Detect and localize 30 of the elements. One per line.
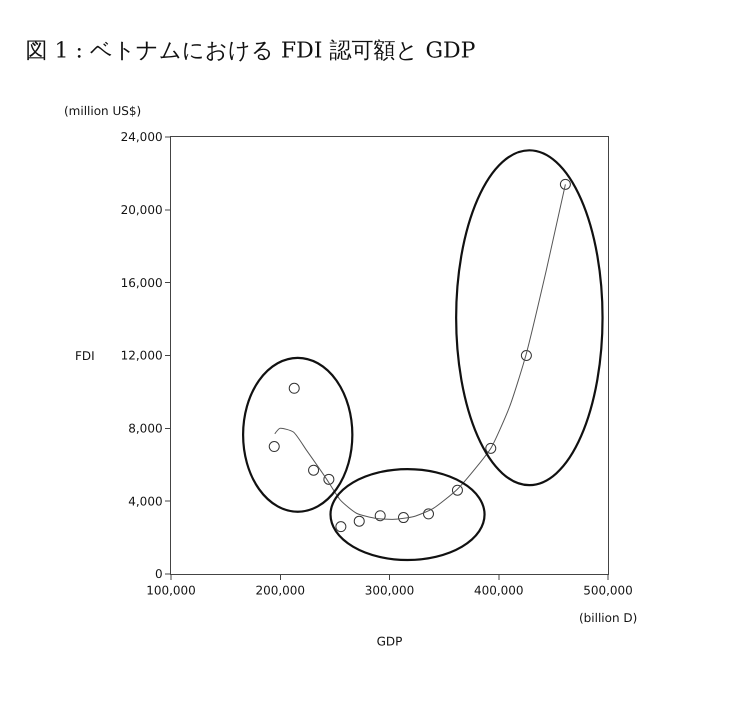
y-tick-label: 8,000 <box>128 422 163 436</box>
point <box>398 512 409 524</box>
x-tick-label: 400,000 <box>474 583 524 598</box>
point <box>560 178 571 190</box>
y-tick-label: 4,000 <box>128 494 163 508</box>
point <box>288 382 300 394</box>
x-tick-label: 200,000 <box>255 583 306 598</box>
chart-title: 図 1 : ベトナムにおける FDI 認可額と GDP <box>26 38 476 64</box>
point <box>335 521 346 532</box>
text: (billion D) <box>579 611 638 625</box>
point <box>520 350 532 361</box>
point <box>308 464 320 476</box>
x-tick-label: 100,000 <box>146 583 196 598</box>
y-tick-label: 0 <box>154 567 163 582</box>
y-tick-label: 16,000 <box>120 276 163 290</box>
point <box>374 510 386 522</box>
point <box>268 441 280 452</box>
text: (million US$) <box>64 104 142 118</box>
y-tick-label: 24,000 <box>120 130 163 144</box>
point <box>452 484 463 496</box>
x-tick-label: 500,000 <box>583 583 633 598</box>
point <box>354 516 365 527</box>
y-tick-label: 12,000 <box>120 348 163 363</box>
y-axis-title: FDI <box>75 349 95 363</box>
y-tick-label: 20,000 <box>120 203 163 218</box>
x-axis-title: GDP <box>376 634 402 648</box>
point <box>323 474 334 485</box>
point <box>423 508 434 520</box>
x-tick-label: 300,000 <box>364 583 414 598</box>
point <box>485 442 496 454</box>
